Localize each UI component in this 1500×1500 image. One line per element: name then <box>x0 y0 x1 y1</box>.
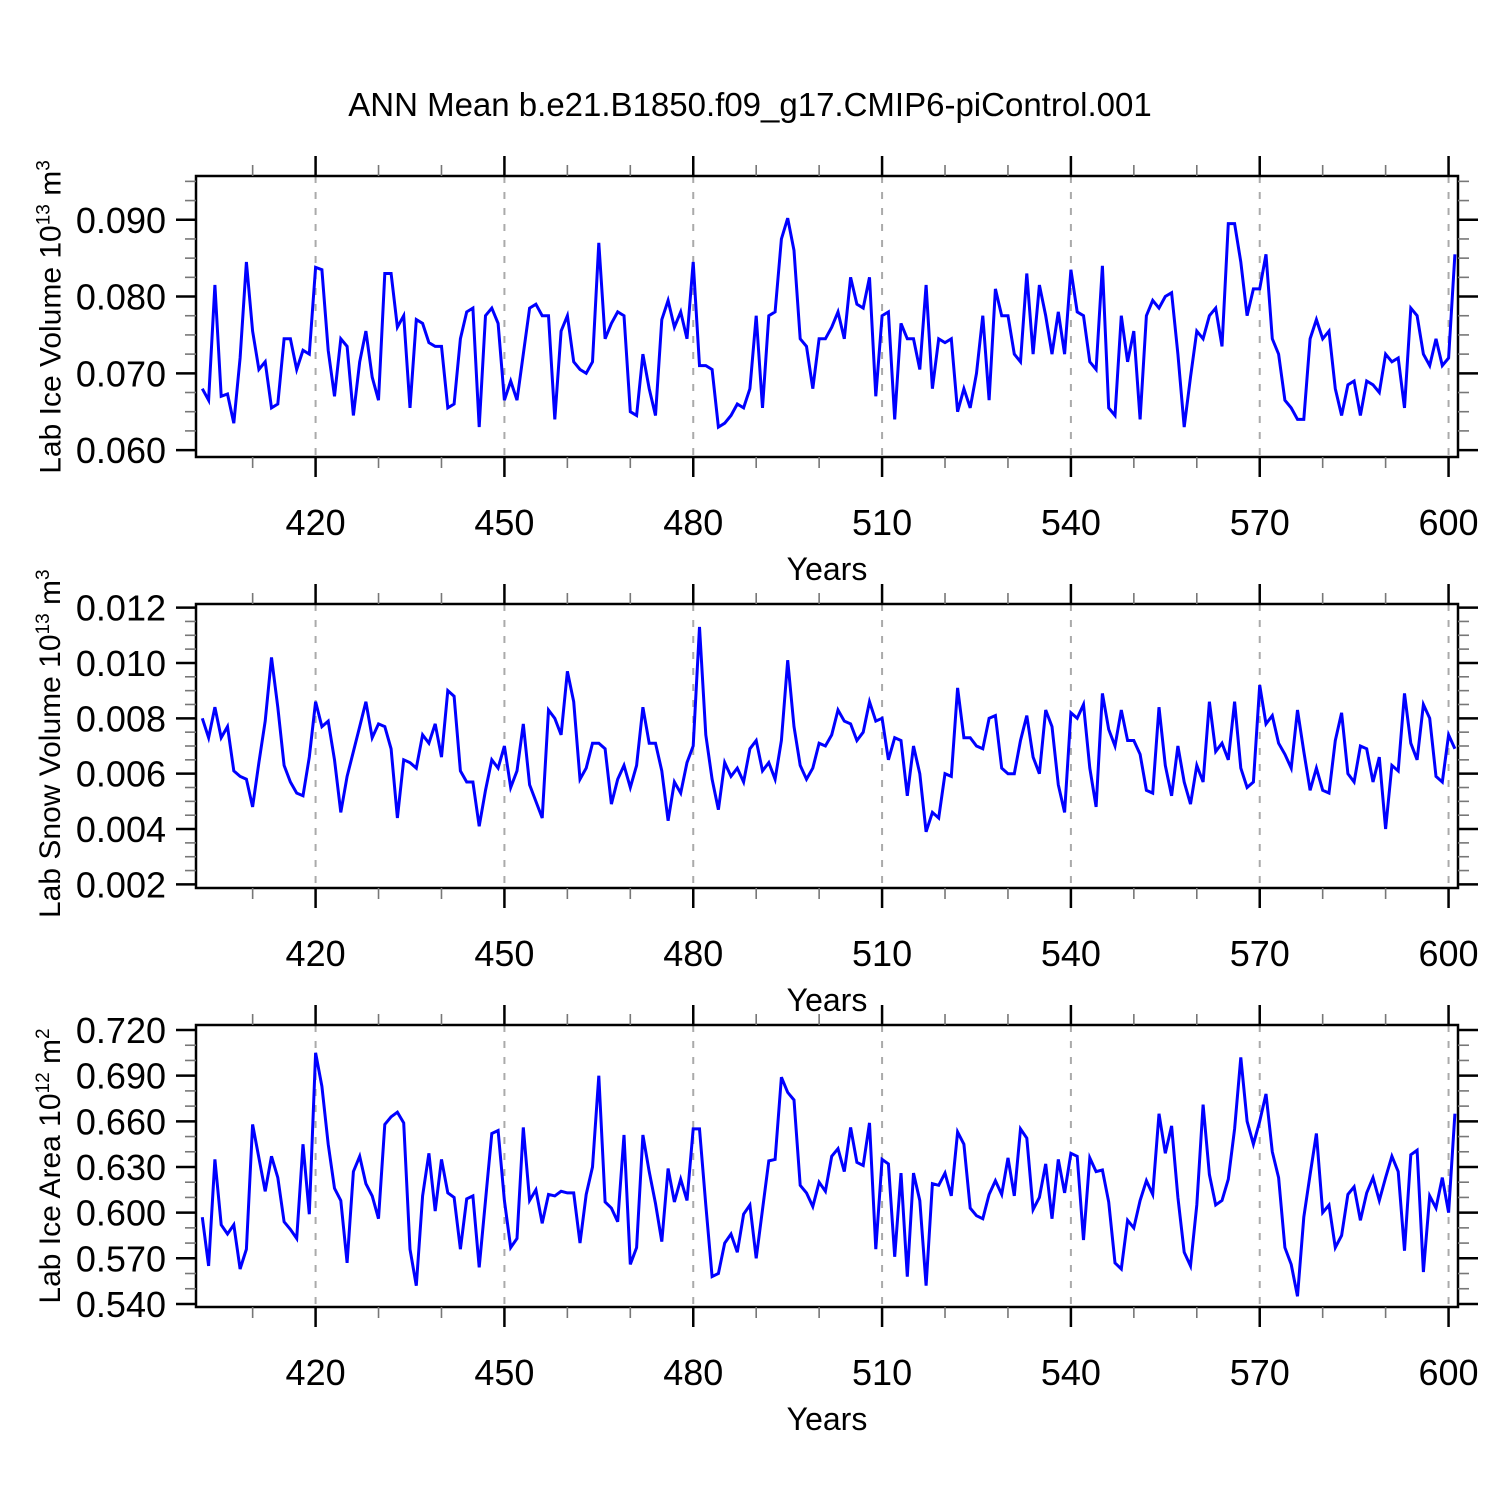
x-tick-label: 510 <box>852 502 912 543</box>
plot-frame-panel1 <box>194 174 1460 459</box>
x-tick-label: 600 <box>1419 502 1479 543</box>
plot-frame-panel3 <box>194 1023 1460 1309</box>
y-tick-label: 0.008 <box>76 698 166 739</box>
x-tick-label: 540 <box>1041 502 1101 543</box>
x-axis-title-panel3: Years <box>786 1401 868 1437</box>
x-tick-label: 540 <box>1041 933 1101 974</box>
y-tick-label: 0.012 <box>76 588 166 629</box>
x-axis-title-panel2: Years <box>786 982 868 1018</box>
x-tick-label: 450 <box>474 933 534 974</box>
x-tick-label: 540 <box>1041 1352 1101 1393</box>
data-line-panel2 <box>200 626 1457 833</box>
y-tick-label: 0.660 <box>76 1101 166 1142</box>
y-tick-label: 0.010 <box>76 643 166 684</box>
x-tick-label: 600 <box>1419 933 1479 974</box>
x-tick-label: 480 <box>663 933 723 974</box>
x-tick-label: 480 <box>663 502 723 543</box>
x-tick-label: 420 <box>286 502 346 543</box>
y-tick-label: 0.630 <box>76 1147 166 1188</box>
y-tick-label: 0.004 <box>76 809 166 850</box>
y-tick-label: 0.600 <box>76 1193 166 1234</box>
x-tick-label: 570 <box>1230 1352 1290 1393</box>
x-tick-label: 600 <box>1419 1352 1479 1393</box>
data-line-panel3 <box>200 1052 1457 1297</box>
x-tick-label: 570 <box>1230 502 1290 543</box>
chart-title: ANN Mean b.e21.B1850.f09_g17.CMIP6-piCon… <box>348 86 1152 123</box>
y-tick-label: 0.080 <box>76 277 166 318</box>
x-axis-title-panel1: Years <box>786 551 868 587</box>
x-tick-label: 420 <box>286 933 346 974</box>
x-tick-label: 450 <box>474 1352 534 1393</box>
x-tick-label: 570 <box>1230 933 1290 974</box>
y-tick-label: 0.060 <box>76 430 166 471</box>
y-tick-label: 0.006 <box>76 754 166 795</box>
y-axis-title-snow-volume: Lab Snow Volume 1013 m3 <box>33 569 67 918</box>
y-tick-label: 0.090 <box>76 200 166 241</box>
y-tick-label: 0.002 <box>76 864 166 905</box>
y-tick-label: 0.070 <box>76 353 166 394</box>
x-tick-label: 510 <box>852 933 912 974</box>
y-tick-label: 0.540 <box>76 1284 166 1325</box>
x-tick-label: 480 <box>663 1352 723 1393</box>
y-tick-label: 0.690 <box>76 1056 166 1097</box>
y-tick-label: 0.570 <box>76 1238 166 1279</box>
y-tick-label: 0.720 <box>76 1010 166 1051</box>
y-axis-title-ice-volume: Lab Ice Volume 1013 m3 <box>33 159 67 474</box>
data-line-panel1 <box>200 217 1457 430</box>
x-tick-label: 510 <box>852 1352 912 1393</box>
y-axis-title-ice-area: Lab Ice Area 1012 m2 <box>33 1028 67 1304</box>
x-tick-label: 450 <box>474 502 534 543</box>
x-tick-label: 420 <box>286 1352 346 1393</box>
